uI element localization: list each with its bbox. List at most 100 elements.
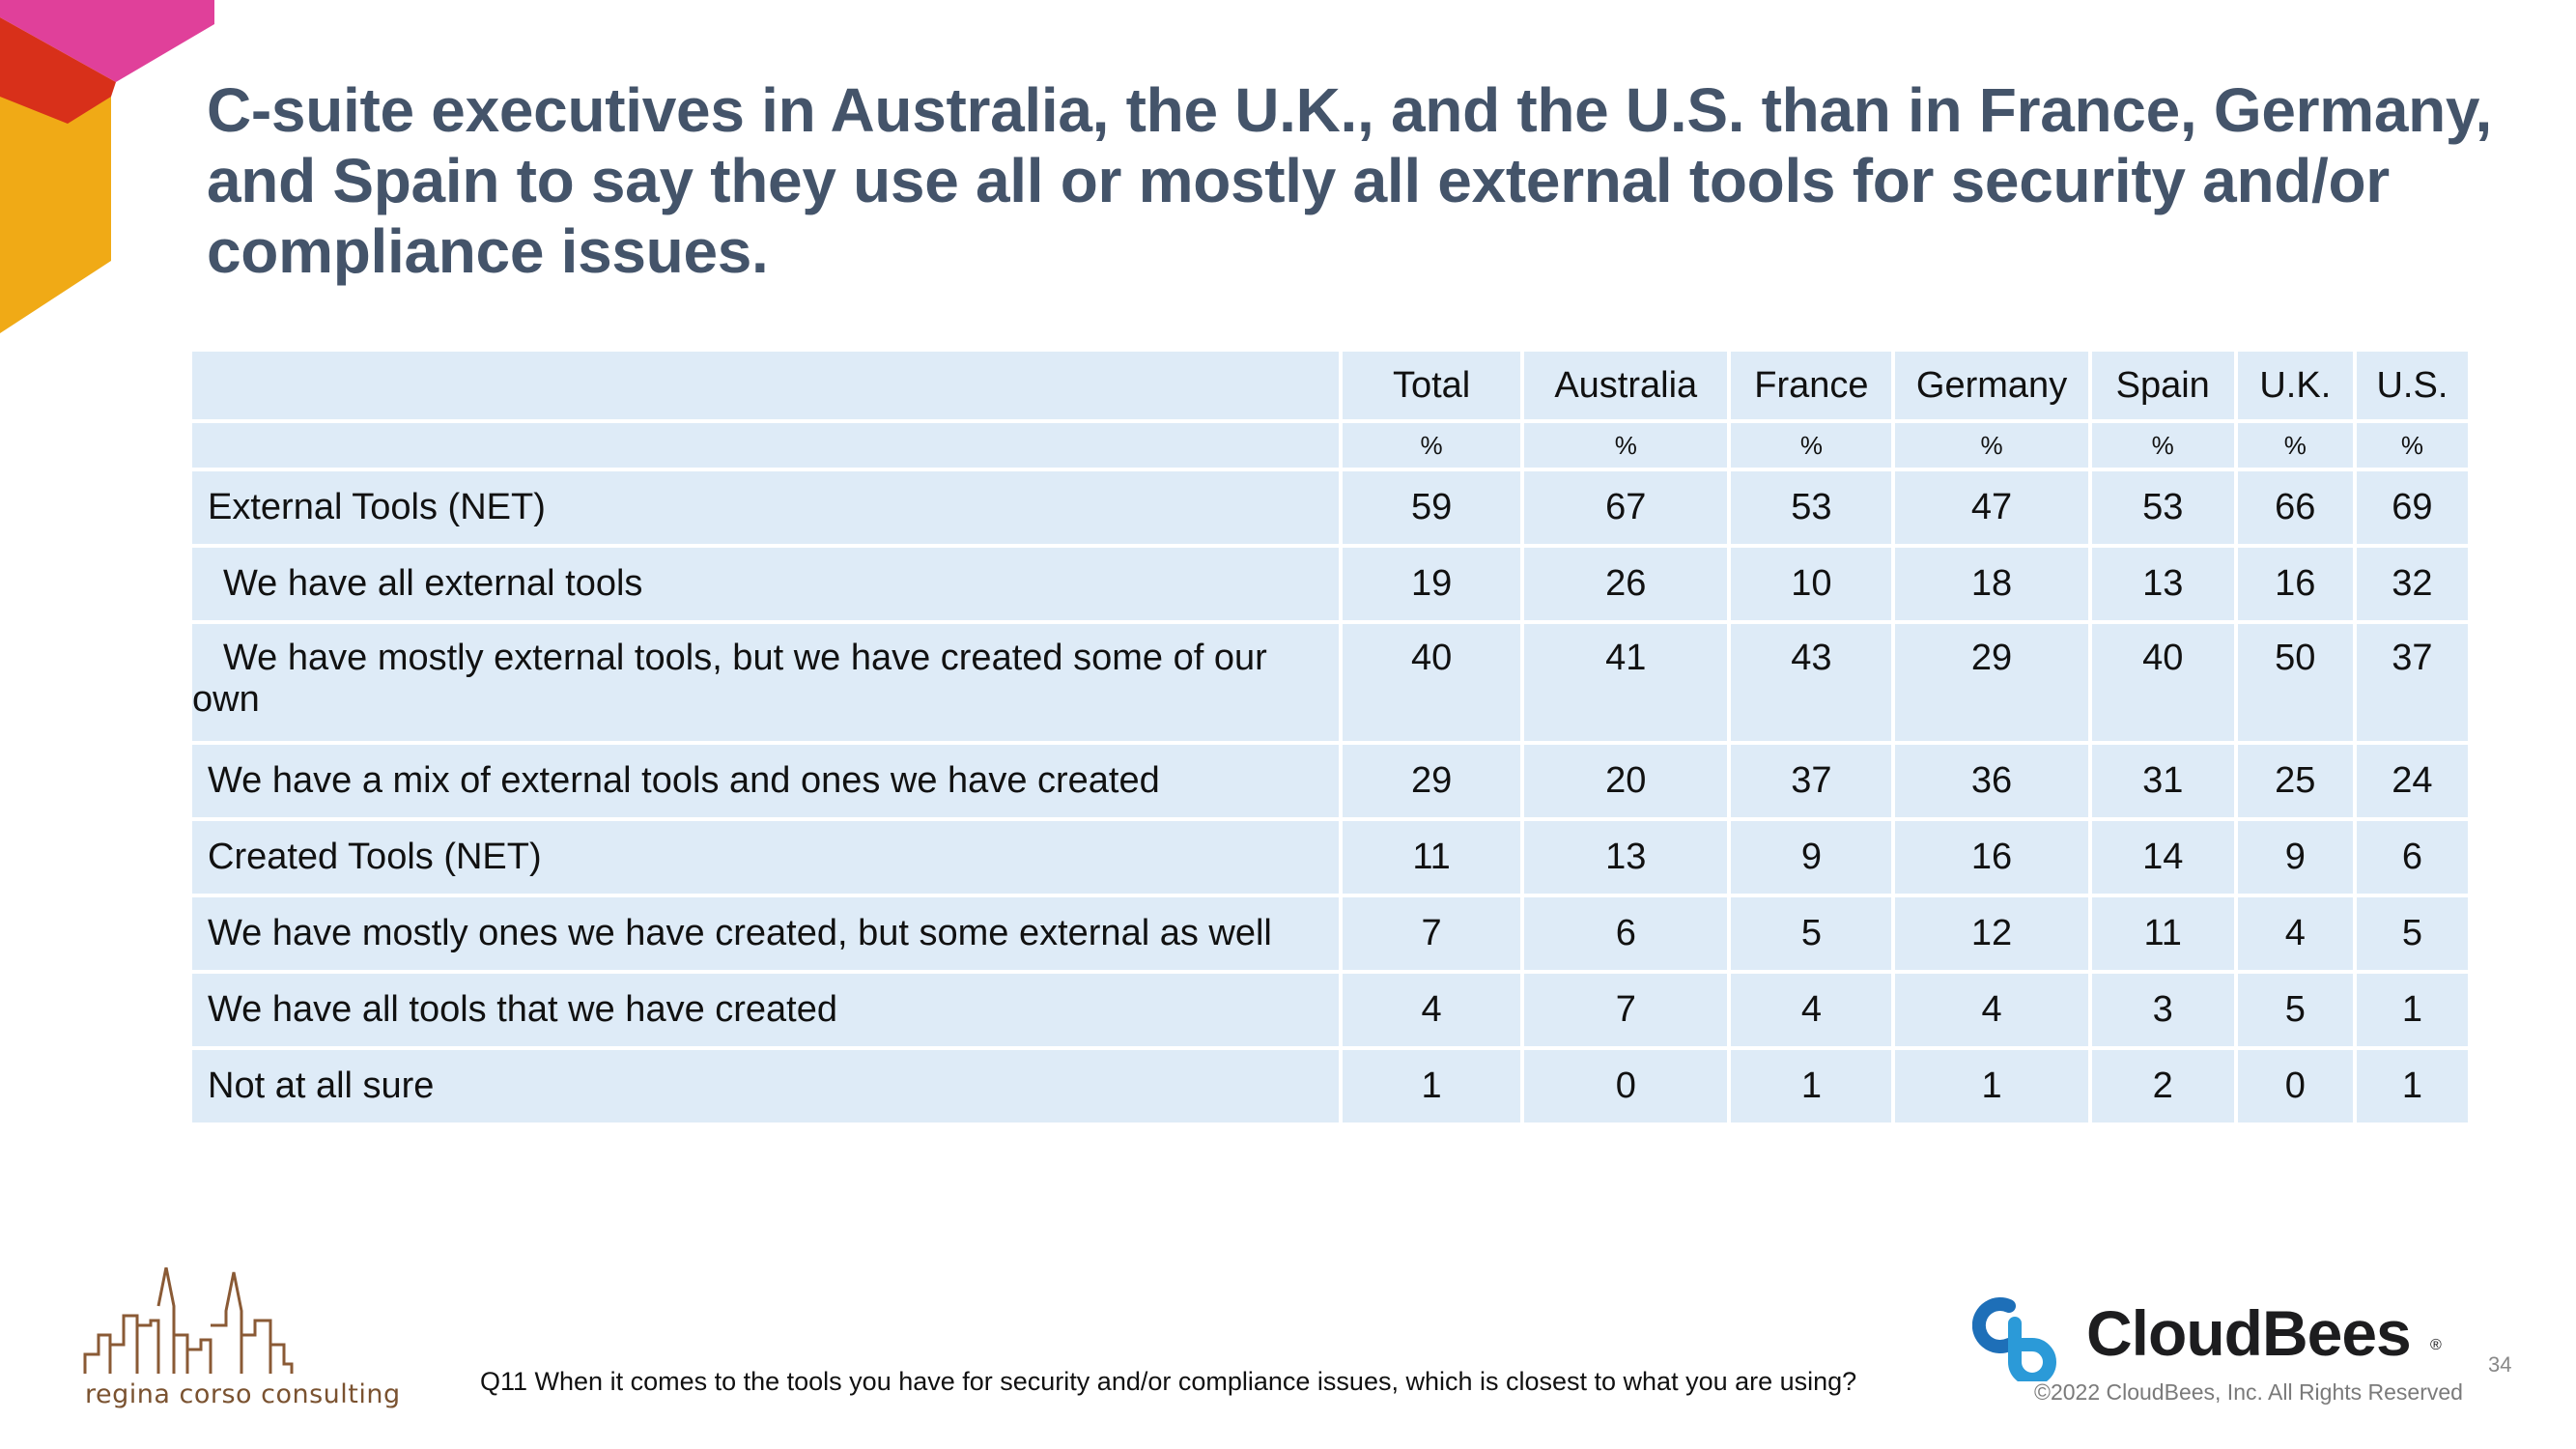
value-cell: 7 — [1343, 897, 1521, 970]
table-row: We have mostly ones we have created, but… — [192, 897, 2468, 970]
value-cell: 16 — [1895, 821, 2088, 894]
value-cell: 36 — [1895, 745, 2088, 817]
value-cell: 67 — [1524, 471, 1728, 544]
table-row: Not at all sure 1 0 1 1 2 0 1 — [192, 1050, 2468, 1122]
results-table: Total Australia France Germany Spain U.K. U.S.… — [188, 348, 2472, 1126]
value-cell: 29 — [1895, 624, 2088, 741]
value-cell: 5 — [2237, 974, 2353, 1046]
value-cell: 31 — [2091, 745, 2234, 817]
row-label: We have a mix of external tools and ones… — [192, 745, 1340, 817]
row-label: External Tools (NET) — [192, 471, 1340, 544]
survey-question: Q11 When it comes to the tools you have … — [480, 1367, 1857, 1396]
regina-corso-skyline-logo — [83, 1267, 294, 1374]
column-header: Germany — [1895, 352, 2088, 419]
table-header-row: Total Australia France Germany Spain U.K. U.S. — [192, 352, 2468, 419]
value-cell: 1 — [1731, 1050, 1892, 1122]
value-cell: 12 — [1895, 897, 2088, 970]
column-header: U.K. — [2237, 352, 2353, 419]
table-row: We have mostly external tools, but we ha… — [192, 624, 2468, 741]
value-cell: 69 — [2356, 471, 2468, 544]
column-header: Spain — [2091, 352, 2234, 419]
cloudbees-logo-text: CloudBees — [2086, 1297, 2412, 1369]
value-cell: 7 — [1524, 974, 1728, 1046]
copyright: ©2022 CloudBees, Inc. All Rights Reserve… — [2034, 1379, 2463, 1405]
value-cell: 53 — [1731, 471, 1892, 544]
value-cell: 14 — [2091, 821, 2234, 894]
value-cell: 40 — [1343, 624, 1521, 741]
value-cell: 66 — [2237, 471, 2353, 544]
row-label-text: We have all external tools — [223, 563, 643, 604]
column-header: France — [1731, 352, 1892, 419]
corner-decoration — [0, 0, 214, 333]
cloudbees-logo-icon — [1972, 1297, 2056, 1381]
unit-cell: % — [1524, 423, 1728, 468]
table-row: Created Tools (NET) 11 13 9 16 14 9 6 — [192, 821, 2468, 894]
value-cell: 53 — [2091, 471, 2234, 544]
row-label: We have all tools that we have created — [192, 974, 1340, 1046]
value-cell: 5 — [2356, 897, 2468, 970]
value-cell: 18 — [1895, 548, 2088, 620]
value-cell: 37 — [1731, 745, 1892, 817]
value-cell: 0 — [1524, 1050, 1728, 1122]
table-row: We have all tools that we have created 4 7… — [192, 974, 2468, 1046]
unit-cell: % — [1895, 423, 2088, 468]
value-cell: 1 — [1895, 1050, 2088, 1122]
value-cell: 11 — [2091, 897, 2234, 970]
value-cell: 40 — [2091, 624, 2234, 741]
value-cell: 13 — [1524, 821, 1728, 894]
row-label: Created Tools (NET) — [192, 821, 1340, 894]
value-cell: 29 — [1343, 745, 1521, 817]
table-row: External Tools (NET) 59 67 53 47 53 66 69 — [192, 471, 2468, 544]
registered-mark: ® — [2430, 1337, 2442, 1353]
regina-corso-logo-text: regina corso consulting — [85, 1379, 401, 1409]
value-cell: 9 — [2237, 821, 2353, 894]
value-cell: 25 — [2237, 745, 2353, 817]
column-header: U.S. — [2356, 352, 2468, 419]
header-blank-cell — [192, 352, 1340, 419]
unit-cell: % — [1343, 423, 1521, 468]
value-cell: 0 — [2237, 1050, 2353, 1122]
value-cell: 1 — [2356, 974, 2468, 1046]
value-cell: 37 — [2356, 624, 2468, 741]
value-cell: 11 — [1343, 821, 1521, 894]
table-row: We have all external tools 19 26 10 18 13 16 32 — [192, 548, 2468, 620]
value-cell: 50 — [2237, 624, 2353, 741]
value-cell: 13 — [2091, 548, 2234, 620]
unit-cell: % — [2091, 423, 2234, 468]
value-cell: 26 — [1524, 548, 1728, 620]
unit-cell: % — [2356, 423, 2468, 468]
value-cell: 16 — [2237, 548, 2353, 620]
row-label-text: We have mostly external tools, but we ha… — [192, 638, 1267, 720]
value-cell: 4 — [1731, 974, 1892, 1046]
row-label: We have mostly external tools, but we ha… — [192, 624, 1340, 741]
value-cell: 24 — [2356, 745, 2468, 817]
value-cell: 2 — [2091, 1050, 2234, 1122]
unit-cell: % — [1731, 423, 1892, 468]
table-units-row: %%%%%%% — [192, 423, 2468, 468]
slide-title: C-suite executives in Australia, the U.K… — [207, 75, 2492, 286]
value-cell: 3 — [2091, 974, 2234, 1046]
column-header: Total — [1343, 352, 1521, 419]
value-cell: 4 — [1343, 974, 1521, 1046]
value-cell: 10 — [1731, 548, 1892, 620]
value-cell: 47 — [1895, 471, 2088, 544]
value-cell: 6 — [2356, 821, 2468, 894]
value-cell: 59 — [1343, 471, 1521, 544]
value-cell: 1 — [2356, 1050, 2468, 1122]
value-cell: 1 — [1343, 1050, 1521, 1122]
value-cell: 6 — [1524, 897, 1728, 970]
table-row: We have a mix of external tools and ones… — [192, 745, 2468, 817]
value-cell: 41 — [1524, 624, 1728, 741]
page-number: 34 — [2488, 1352, 2512, 1377]
value-cell: 9 — [1731, 821, 1892, 894]
value-cell: 5 — [1731, 897, 1892, 970]
units-blank-cell — [192, 423, 1340, 468]
value-cell: 43 — [1731, 624, 1892, 741]
value-cell: 4 — [1895, 974, 2088, 1046]
row-label: We have all external tools — [192, 548, 1340, 620]
value-cell: 19 — [1343, 548, 1521, 620]
value-cell: 20 — [1524, 745, 1728, 817]
unit-cell: % — [2237, 423, 2353, 468]
value-cell: 4 — [2237, 897, 2353, 970]
column-header: Australia — [1524, 352, 1728, 419]
